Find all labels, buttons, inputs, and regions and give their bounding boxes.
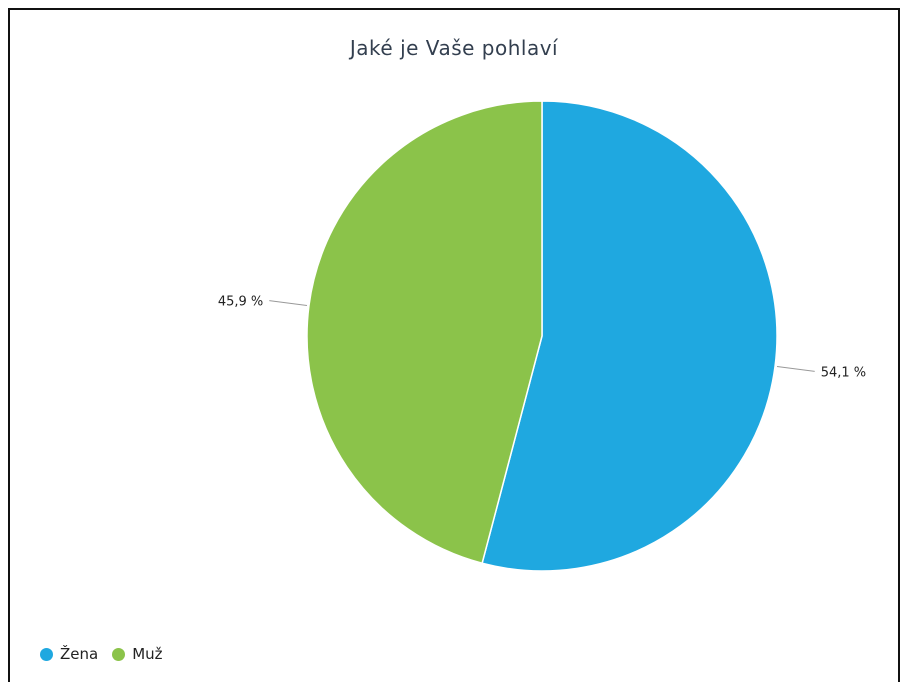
legend-item-muz[interactable]: Muž xyxy=(112,645,163,663)
chart-legend: Žena Muž xyxy=(40,645,163,663)
pie-slice-zena[interactable] xyxy=(481,100,778,572)
legend-marker-zena xyxy=(40,647,53,661)
label-connector-muz xyxy=(269,300,308,307)
legend-item-zena[interactable]: Žena xyxy=(40,645,98,663)
data-label-zena: 54,1 % xyxy=(821,365,866,380)
pie-slice-muz[interactable] xyxy=(306,100,543,565)
label-connector-zena xyxy=(776,365,815,372)
chart-title: Jaké je Vaše pohlaví xyxy=(349,36,559,60)
legend-label-muz: Muž xyxy=(132,645,163,663)
legend-label-zena: Žena xyxy=(60,645,99,663)
data-label-muz: 45,9 % xyxy=(218,295,263,310)
legend-marker-muz xyxy=(112,647,126,661)
